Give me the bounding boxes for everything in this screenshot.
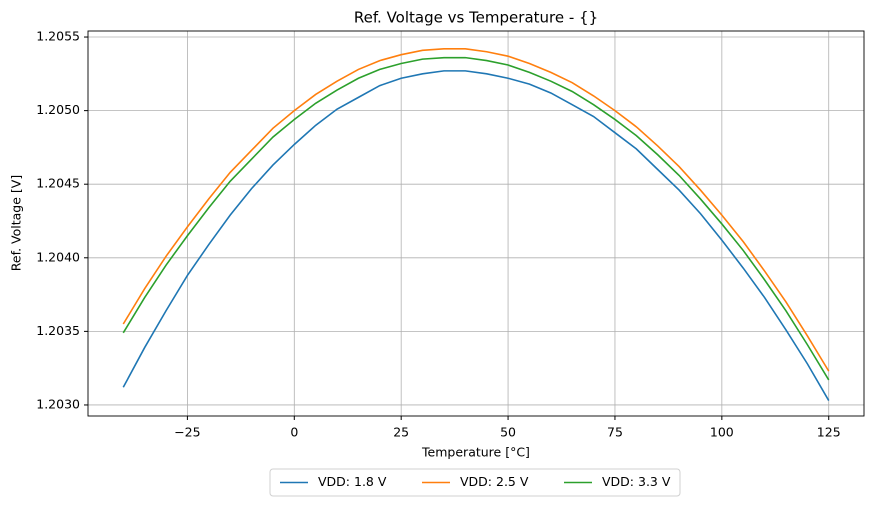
x-tick-label: 100: [710, 425, 734, 440]
y-tick-label: 1.2055: [36, 29, 80, 44]
legend-label: VDD: 2.5 V: [460, 474, 529, 489]
x-tick-label: 0: [290, 425, 298, 440]
x-tick-label: 75: [607, 425, 623, 440]
series-line: [122, 70, 830, 401]
y-tick-label: 1.2045: [36, 176, 80, 191]
y-tick-label: 1.2030: [36, 396, 80, 411]
y-tick-label: 1.2050: [36, 102, 80, 117]
chart-title: Ref. Voltage vs Temperature - {}: [354, 9, 598, 27]
y-tick-label: 1.2040: [36, 249, 80, 264]
legend-box: [269, 468, 681, 497]
x-tick-label: 50: [500, 425, 516, 440]
legend-label: VDD: 1.8 V: [318, 474, 387, 489]
legend-label: VDD: 3.3 V: [602, 474, 671, 489]
x-tick-label: 25: [393, 425, 409, 440]
series-line: [122, 48, 830, 372]
x-tick-label: −25: [174, 425, 200, 440]
y-axis-label: Ref. Voltage [V]: [9, 175, 24, 271]
y-tick-label: 1.2035: [36, 323, 80, 338]
x-axis-label: Temperature [°C]: [421, 445, 530, 460]
x-tick-label: 125: [817, 425, 841, 440]
plot-frame: [87, 30, 865, 417]
series-line: [122, 56, 830, 381]
